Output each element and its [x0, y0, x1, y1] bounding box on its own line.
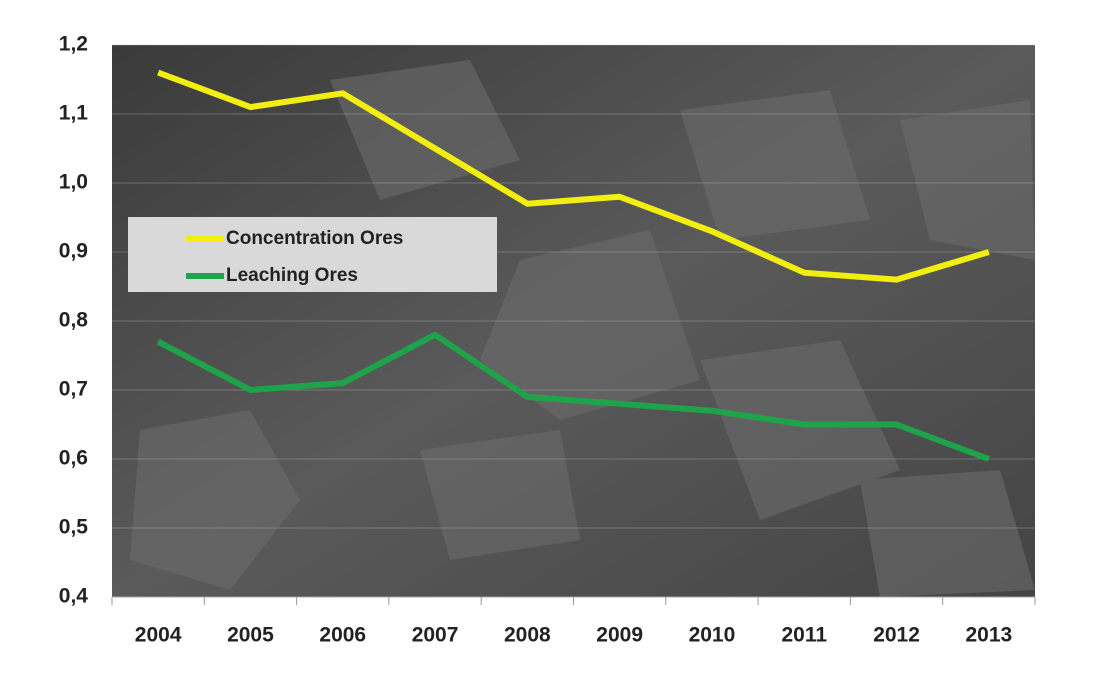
legend-box — [128, 217, 497, 292]
y-tick-label: 0,9 — [59, 240, 88, 263]
y-tick-label: 0,5 — [59, 516, 89, 539]
series-line — [156, 331, 990, 462]
y-tick-label: 1,1 — [59, 102, 89, 125]
y-tick-label: 0,6 — [59, 447, 88, 470]
y-tick-label: 1,2 — [59, 33, 88, 56]
x-tick-label: 2011 — [781, 624, 827, 647]
legend-label: Leaching Ores — [226, 265, 358, 286]
x-tick-label: 2013 — [965, 624, 1012, 647]
y-tick-label: 0,8 — [59, 309, 89, 332]
y-tick-label: 1,0 — [59, 171, 88, 194]
x-tick-label: 2006 — [319, 624, 366, 647]
x-tick-label: 2012 — [873, 624, 920, 647]
rock-texture — [130, 60, 1035, 597]
x-tick-label: 2004 — [135, 624, 182, 647]
series-line — [157, 69, 990, 283]
x-tick-label: 2008 — [504, 624, 551, 647]
y-tick-label: 0,4 — [59, 585, 89, 608]
x-tick-label: 2007 — [412, 624, 459, 647]
legend: Concentration Ores Leaching Ores — [128, 217, 497, 292]
x-tick-label: 2005 — [227, 624, 274, 647]
x-tick-label: 2010 — [689, 624, 736, 647]
x-tick-label: 2009 — [596, 624, 643, 647]
legend-label: Concentration Ores — [226, 228, 403, 249]
y-tick-label: 0,7 — [59, 378, 88, 401]
